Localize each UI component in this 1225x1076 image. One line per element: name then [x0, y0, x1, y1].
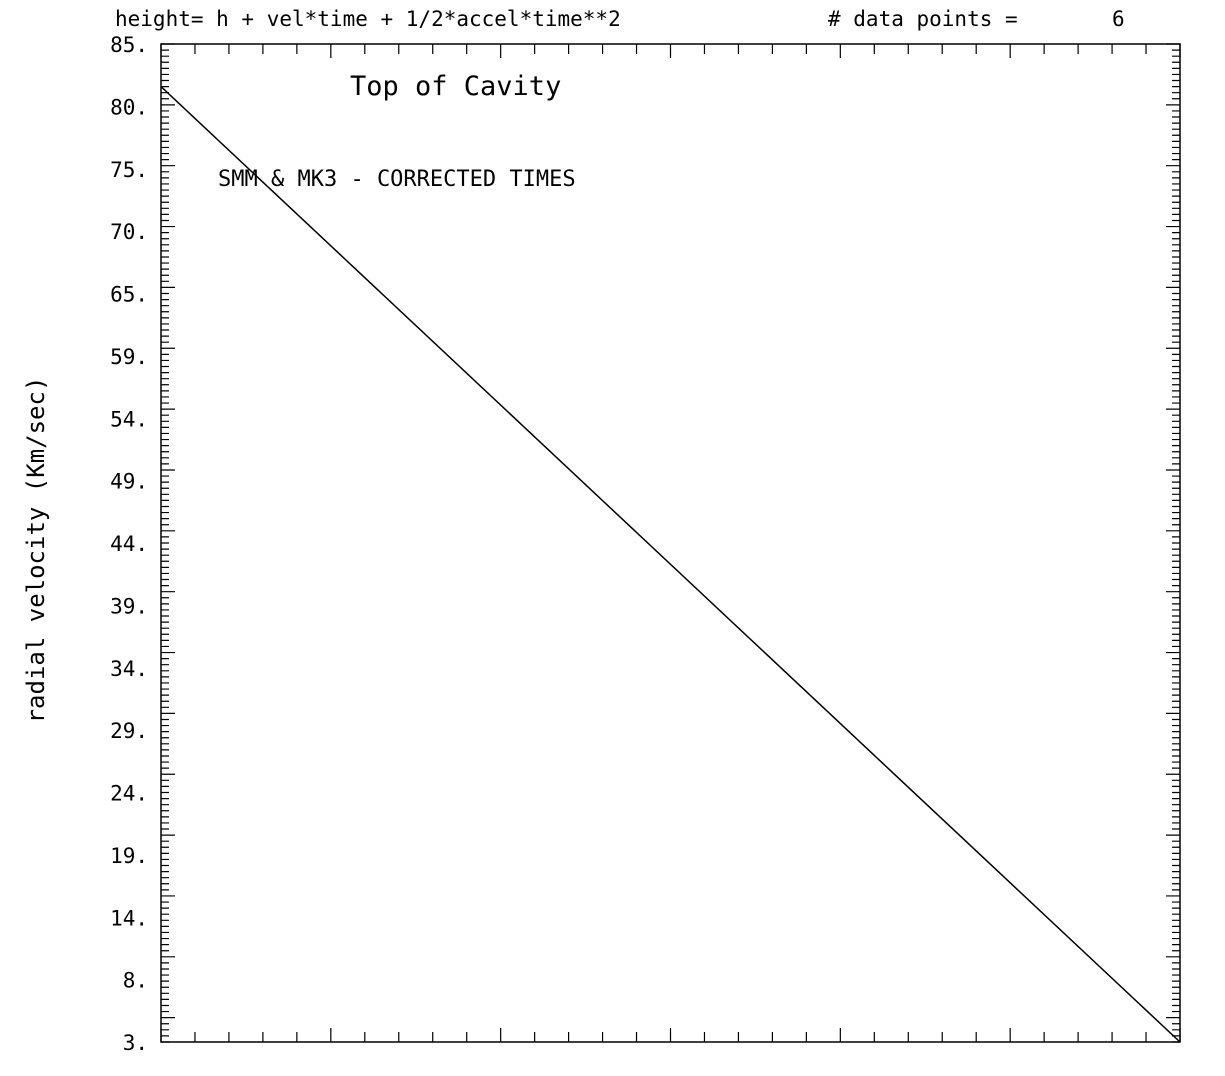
equation-text: height= h + vel*time + 1/2*accel*time**2 — [115, 7, 621, 31]
y-tick-label: 19. — [110, 844, 148, 868]
y-tick-label: 59. — [110, 345, 148, 369]
fit-line — [160, 86, 1181, 1043]
plot-border — [160, 43, 1181, 1043]
y-tick-label: 65. — [110, 283, 148, 307]
y-tick-label: 39. — [110, 594, 148, 618]
chart-title: Top of Cavity — [350, 71, 561, 102]
y-tick-label: 8. — [123, 969, 148, 993]
y-tick-label: 44. — [110, 532, 148, 556]
data-points-value: 6 — [1112, 7, 1125, 31]
axis-ticks — [160, 43, 1181, 1043]
chart-subtitle: SMM & MK3 - CORRECTED TIMES — [218, 167, 576, 192]
y-tick-label: 14. — [110, 906, 148, 930]
y-tick-label: 70. — [110, 220, 148, 244]
y-tick-label: 85. — [110, 33, 148, 57]
y-tick-labels: 85. 80. 75. 70. 65. 59. 54. 49. 44. 39. 34. 29. 24. 1… — [110, 33, 148, 1055]
y-tick-label: 75. — [110, 158, 148, 182]
y-tick-label: 24. — [110, 782, 148, 806]
y-tick-label: 29. — [110, 719, 148, 743]
y-tick-label: 34. — [110, 657, 148, 681]
plot-frame — [160, 43, 1181, 1043]
series-lines — [160, 86, 1181, 1043]
y-tick-label: 54. — [110, 407, 148, 431]
data-points-label: # data points = — [828, 7, 1018, 31]
y-axis-label: radial velocity (Km/sec) — [22, 377, 50, 724]
y-tick-label: 49. — [110, 470, 148, 494]
y-tick-label: 80. — [110, 95, 148, 119]
tick-marks — [160, 43, 1181, 1043]
y-tick-label: 3. — [123, 1031, 148, 1055]
